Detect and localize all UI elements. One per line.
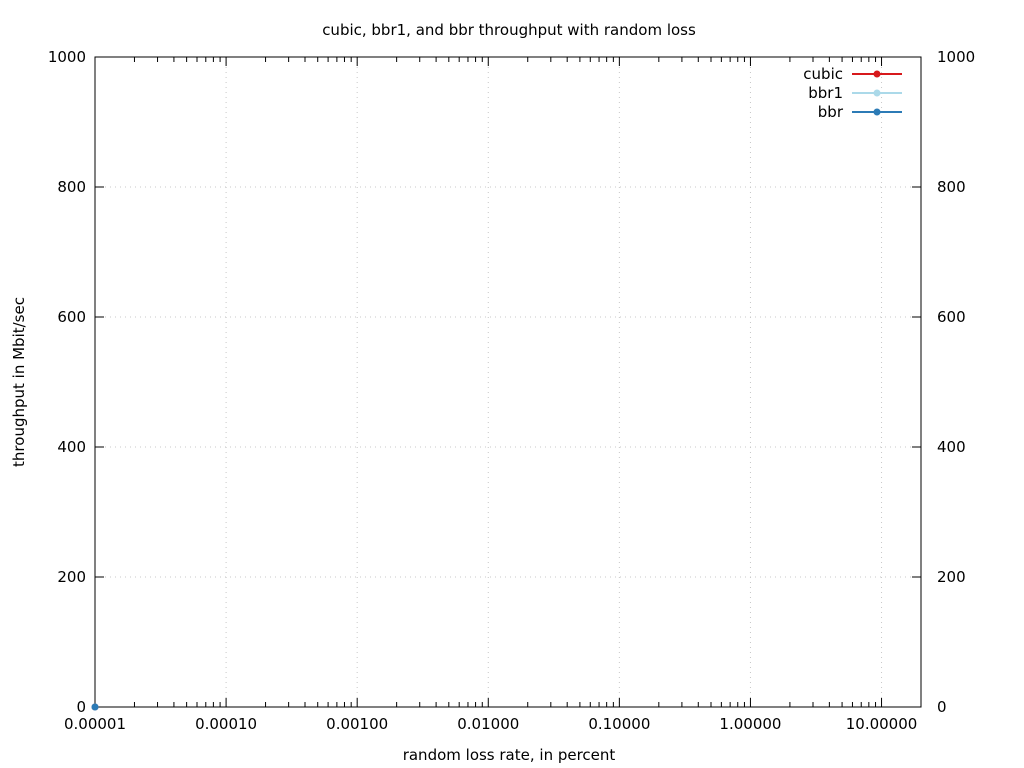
- x-tick-label: 1.00000: [719, 715, 781, 733]
- y-tick-label: 0: [76, 698, 86, 716]
- plot-frame: [94, 56, 922, 708]
- x-axis-label: random loss rate, in percent: [403, 746, 616, 764]
- y-tick-label: 200: [57, 568, 86, 586]
- grid: [95, 57, 921, 707]
- legend-item-cubic: cubic: [803, 65, 902, 83]
- legend-item-bbr1: bbr1: [808, 84, 902, 102]
- legend-label: bbr: [818, 103, 844, 121]
- x-tick-label: 0.01000: [457, 715, 519, 733]
- y2-tick-label: 600: [937, 308, 966, 326]
- y2-tick-label: 1000: [937, 48, 975, 66]
- legend-label: cubic: [803, 65, 843, 83]
- x-tick-label: 0.10000: [588, 715, 650, 733]
- x-tick-label: 10.00000: [846, 715, 918, 733]
- y2-tick-label: 0: [937, 698, 947, 716]
- legend-marker: [873, 89, 881, 97]
- series-bbr: [91, 703, 99, 711]
- data-point: [91, 703, 99, 711]
- x-tick-label: 0.00100: [326, 715, 388, 733]
- y2-tick-label: 200: [937, 568, 966, 586]
- legend-label: bbr1: [808, 84, 843, 102]
- legend-marker: [873, 108, 881, 116]
- y-tick-label: 400: [57, 438, 86, 456]
- y2-tick-label: 400: [937, 438, 966, 456]
- series-layer: [91, 703, 99, 711]
- axis-ticks: [94, 56, 921, 708]
- tick-labels: 0.00001 0.00010 0.00100 0.01000 0.10000 1.000…: [48, 48, 975, 733]
- y-tick-label: 600: [57, 308, 86, 326]
- x-tick-label: 0.00010: [195, 715, 257, 733]
- y2-tick-label: 800: [937, 178, 966, 196]
- y-tick-label: 800: [57, 178, 86, 196]
- y-axis-label: throughput in Mbit/sec: [10, 297, 28, 467]
- y-tick-label: 1000: [48, 48, 86, 66]
- chart-title: cubic, bbr1, and bbr throughput with ran…: [322, 21, 696, 39]
- x-tick-label: 0.00001: [64, 715, 126, 733]
- legend-marker: [873, 70, 881, 78]
- legend-item-bbr: bbr: [818, 103, 902, 121]
